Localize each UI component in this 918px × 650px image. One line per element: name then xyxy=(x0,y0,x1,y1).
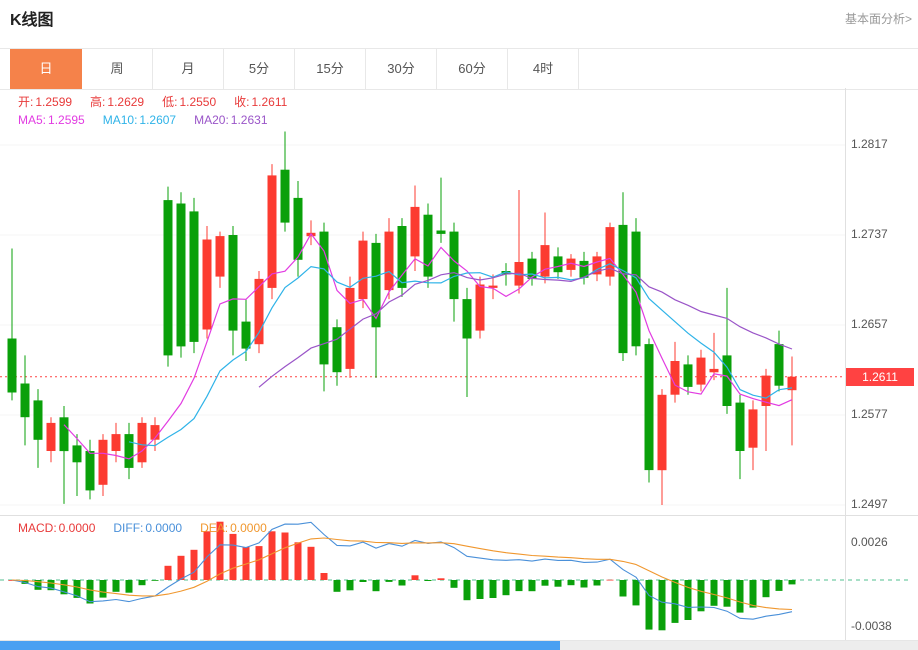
bottom-divider xyxy=(0,640,918,641)
price-axis-tick: 1.2657 xyxy=(851,317,888,331)
tab-30min[interactable]: 30分 xyxy=(366,49,437,89)
fundamental-analysis-link[interactable]: 基本面分析> xyxy=(844,12,912,26)
ma5-legend: MA5: 1.2595 xyxy=(18,113,85,127)
page-title: K线图 xyxy=(10,12,54,29)
tab-60min[interactable]: 60分 xyxy=(437,49,508,89)
price-axis-tick: 1.2817 xyxy=(851,137,888,151)
axis-divider xyxy=(845,88,846,640)
price-axis-tick: 1.2497 xyxy=(851,497,888,511)
ohlc-legend: 开: 1.2599 高: 1.2629 低: 1.2550 收: 1.2611 xyxy=(18,93,289,110)
tab-month[interactable]: 月 xyxy=(153,49,224,89)
tab-day[interactable]: 日 xyxy=(10,49,82,89)
ma10-legend: MA10: 1.2607 xyxy=(102,113,177,127)
diff-value: DIFF: 0.0000 xyxy=(113,521,183,535)
tab-5min[interactable]: 5分 xyxy=(224,49,295,89)
tab-week[interactable]: 周 xyxy=(82,49,153,89)
macd-axis-tick: -0.0038 xyxy=(851,619,892,633)
panel-divider xyxy=(0,515,918,516)
current-price-tag: 1.2611 xyxy=(846,368,914,386)
period-tabbar: 日 周 月 5分 15分 30分 60分 4时 xyxy=(0,48,918,90)
macd-value: MACD: 0.0000 xyxy=(18,521,96,535)
macd-legend: MACD: 0.0000 DIFF: 0.0000 DEA: 0.0000 xyxy=(18,521,269,535)
dea-value: DEA: 0.0000 xyxy=(200,521,267,535)
tab-4hour[interactable]: 4时 xyxy=(508,49,579,89)
macd-axis-tick: 0.0026 xyxy=(851,535,888,549)
price-axis-tick: 1.2577 xyxy=(851,407,888,421)
ohlc-low: 低: 1.2550 xyxy=(162,95,217,109)
ohlc-high: 高: 1.2629 xyxy=(90,95,145,109)
ma20-legend: MA20: 1.2631 xyxy=(194,113,268,127)
price-axis-tick: 1.2737 xyxy=(851,227,888,241)
ohlc-close: 收: 1.2611 xyxy=(234,95,288,109)
ohlc-open: 开: 1.2599 xyxy=(18,95,73,109)
ma-legend: MA5: 1.2595 MA10: 1.2607 MA20: 1.2631 xyxy=(18,113,270,127)
tab-15min[interactable]: 15分 xyxy=(295,49,366,89)
chart-scrollbar-thumb[interactable] xyxy=(0,641,560,650)
